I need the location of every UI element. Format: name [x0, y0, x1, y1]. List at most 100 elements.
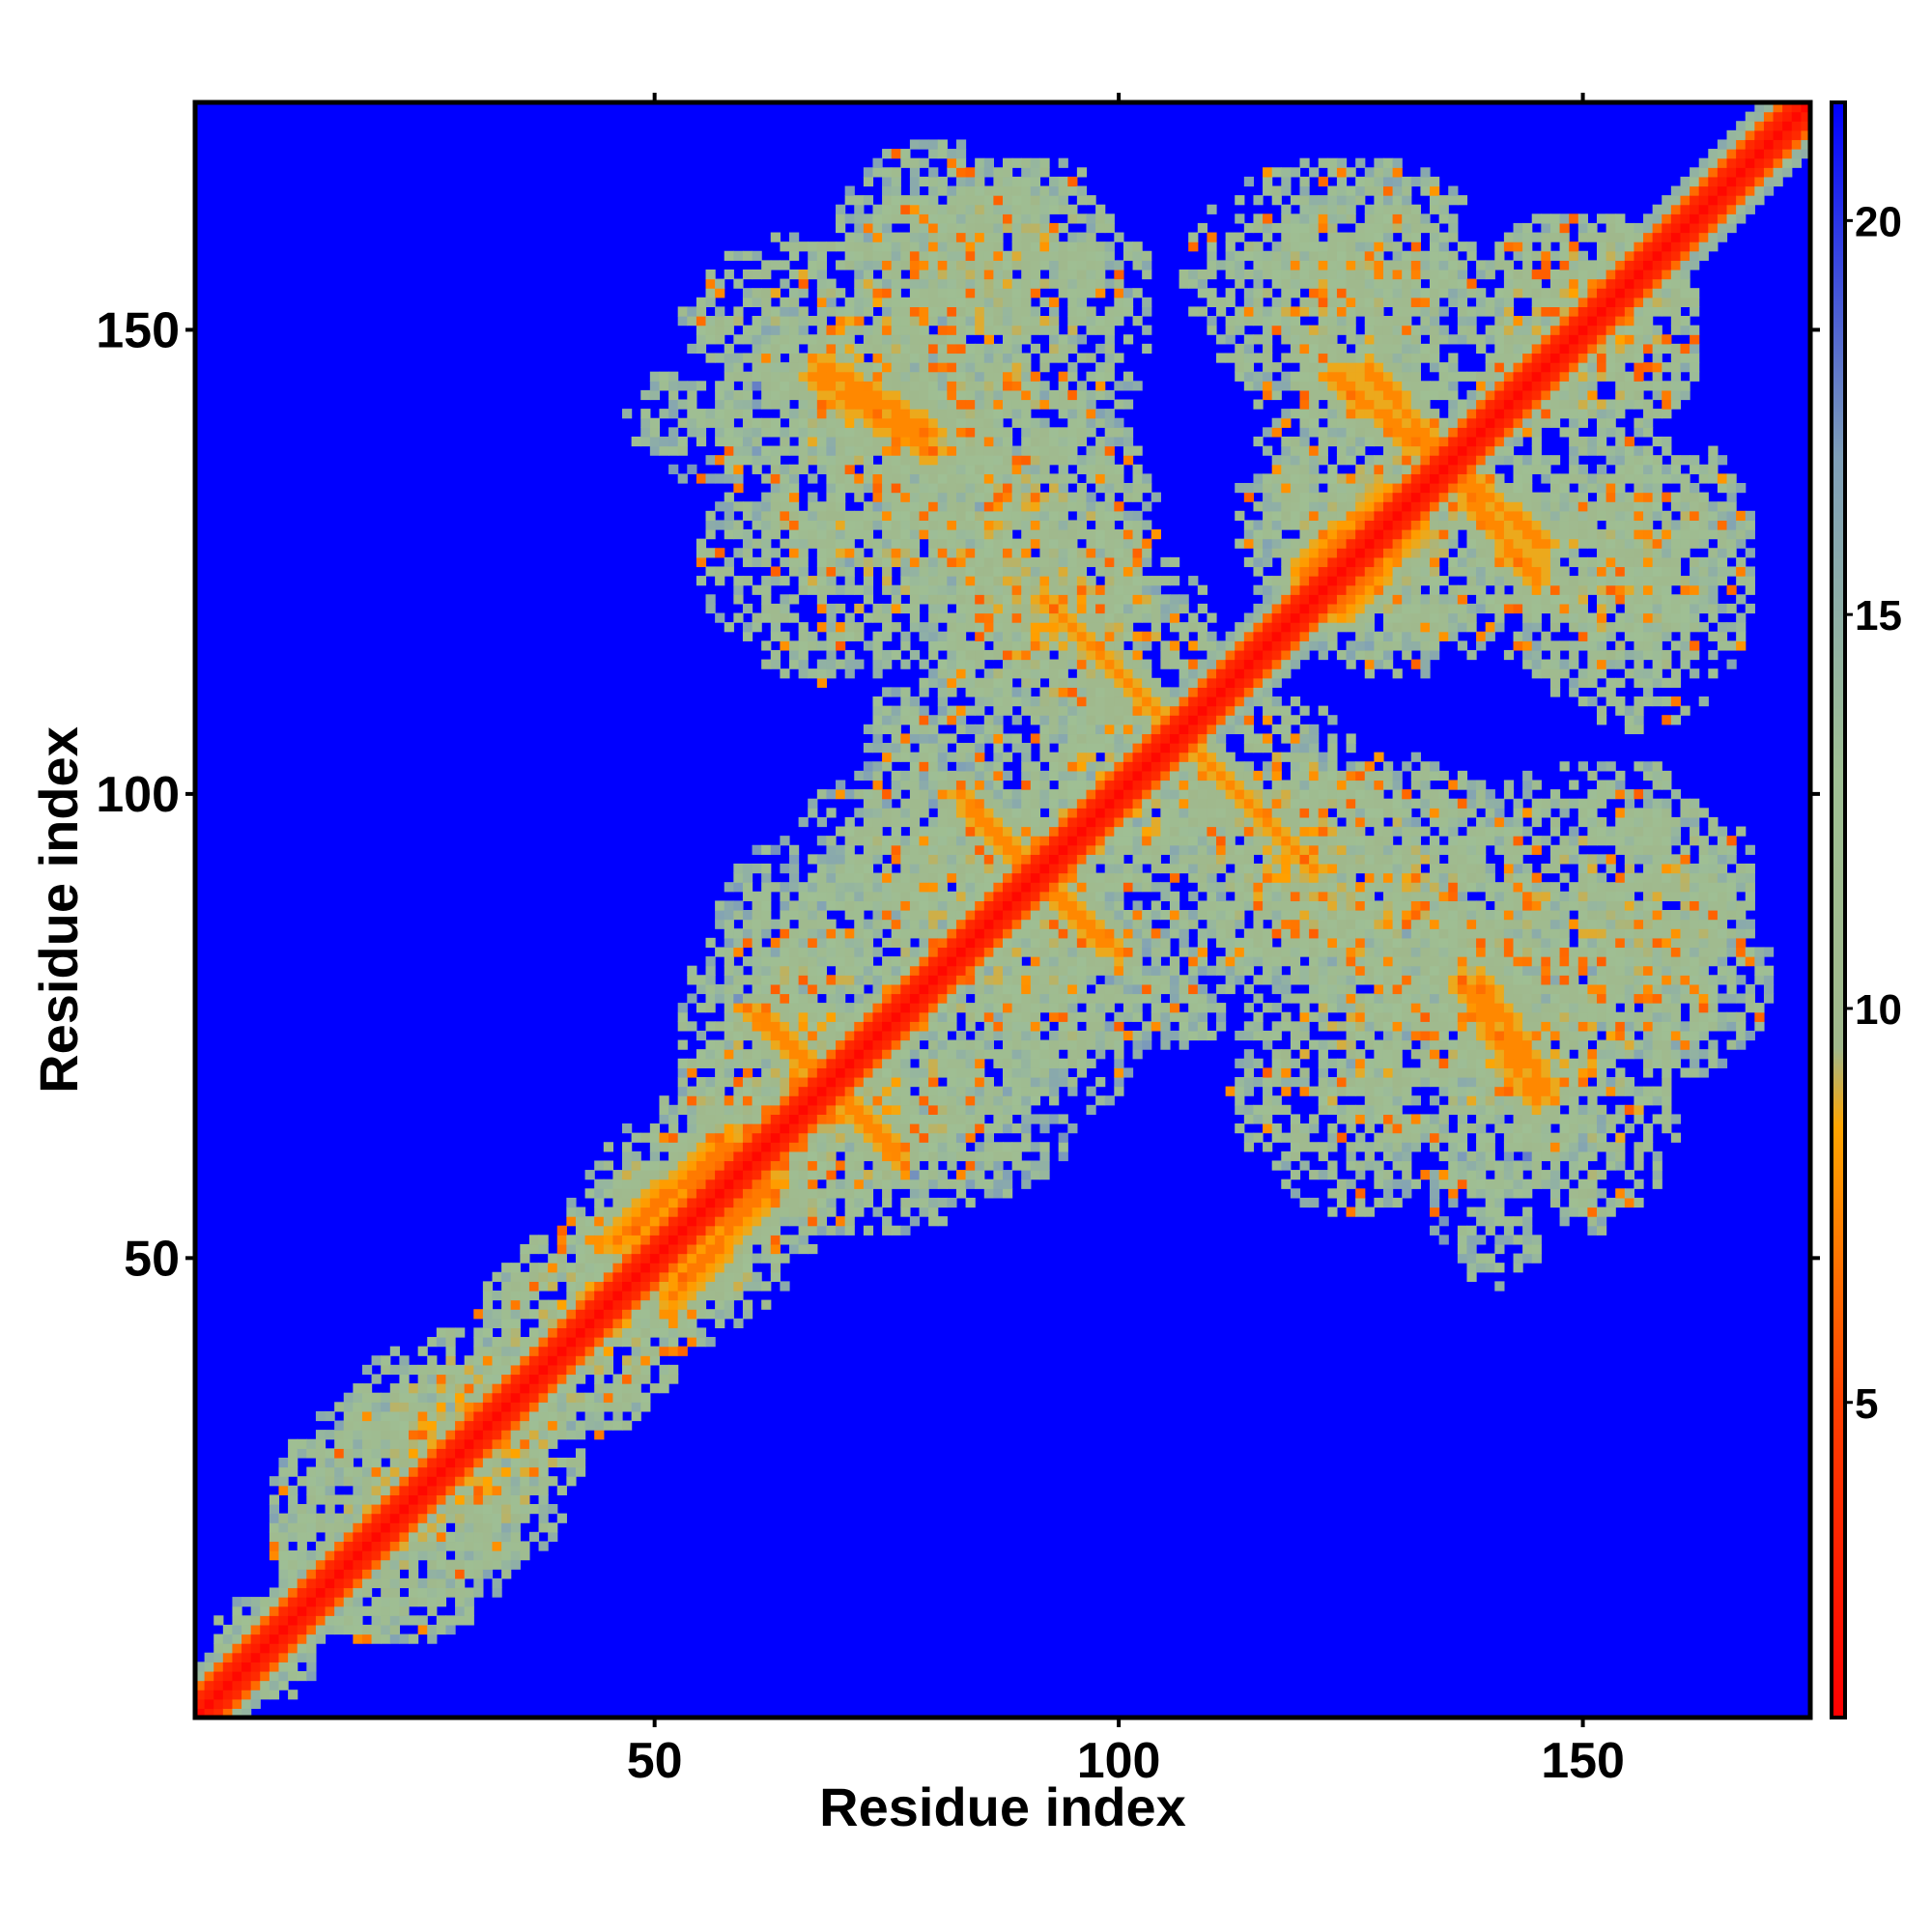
heatmap-cell: [482, 1559, 494, 1570]
heatmap-cell: [715, 1243, 725, 1255]
heatmap-cell: [1021, 362, 1032, 373]
heatmap-cell: [798, 640, 809, 651]
heatmap-cell: [993, 297, 1004, 307]
heatmap-cell: [1003, 1039, 1013, 1050]
heatmap-cell: [334, 1615, 345, 1626]
heatmap-cell: [854, 260, 865, 270]
heatmap-cell: [826, 1058, 837, 1068]
heatmap-cell: [278, 1466, 289, 1477]
heatmap-cell: [788, 975, 800, 985]
heatmap-cell: [715, 325, 725, 335]
heatmap-cell: [1049, 222, 1060, 234]
heatmap-cell: [455, 1457, 466, 1468]
heatmap-cell: [826, 445, 837, 456]
heatmap-cell: [306, 1531, 317, 1543]
heatmap-cell: [909, 538, 921, 549]
heatmap-cell: [993, 910, 1004, 921]
heatmap-cell: [844, 975, 855, 985]
heatmap-cell: [1067, 872, 1078, 883]
heatmap-cell: [269, 1531, 280, 1543]
heatmap-cell: [854, 529, 865, 540]
heatmap-cell: [891, 242, 901, 252]
heatmap-cell: [826, 556, 837, 568]
heatmap-cell: [891, 399, 901, 410]
heatmap-cell: [854, 631, 865, 641]
heatmap-cell: [955, 455, 967, 466]
heatmap-cell: [250, 1643, 261, 1654]
heatmap-cell: [928, 149, 939, 159]
heatmap-cell: [770, 1243, 781, 1255]
heatmap-cell: [770, 844, 781, 855]
heatmap-cell: [780, 603, 790, 614]
heatmap-cell: [965, 464, 976, 474]
heatmap-cell: [928, 584, 939, 595]
heatmap-cell: [436, 1374, 447, 1384]
heatmap-cell: [863, 1170, 874, 1180]
heatmap-cell: [677, 381, 688, 391]
heatmap-cell: [742, 436, 753, 447]
heatmap-cell: [798, 306, 809, 317]
heatmap-cell: [705, 316, 716, 327]
heatmap-cell: [260, 1670, 270, 1682]
heatmap-cell: [1011, 362, 1022, 373]
heatmap-cell: [891, 900, 901, 911]
heatmap-cell: [937, 510, 948, 522]
heatmap-cell: [417, 1448, 428, 1459]
heatmap-cell: [788, 872, 800, 883]
heatmap-cell: [705, 594, 716, 605]
heatmap-cell: [1030, 242, 1041, 252]
heatmap-cell: [603, 1235, 614, 1245]
heatmap-cell: [937, 576, 948, 586]
heatmap-cell: [1021, 306, 1032, 317]
heatmap-cell: [816, 297, 828, 307]
heatmap-cell: [353, 1569, 363, 1579]
heatmap-cell: [761, 900, 772, 911]
heatmap-cell: [1058, 798, 1068, 809]
heatmap-cell: [715, 1067, 725, 1078]
heatmap-cell: [1058, 1076, 1068, 1088]
heatmap-cell: [1030, 288, 1041, 298]
heatmap-cell: [816, 1021, 828, 1032]
heatmap-cell: [826, 501, 837, 512]
heatmap-cell: [808, 965, 818, 976]
heatmap-cell: [1049, 770, 1060, 781]
heatmap-cell: [622, 1197, 633, 1208]
heatmap-cell: [826, 659, 837, 669]
heatmap-cell: [882, 492, 893, 502]
heatmap-cell: [816, 1003, 828, 1013]
heatmap-cell: [965, 1197, 976, 1208]
heatmap-cell: [761, 325, 772, 335]
heatmap-cell: [1030, 269, 1041, 280]
heatmap-cell: [900, 242, 911, 252]
heatmap-cell: [353, 1605, 363, 1616]
heatmap-cell: [993, 928, 1004, 939]
heatmap-cell: [361, 1364, 373, 1376]
heatmap-cell: [808, 455, 818, 466]
heatmap-cell: [250, 1690, 261, 1700]
heatmap-cell: [937, 501, 948, 512]
heatmap-cell: [1039, 1123, 1050, 1134]
heatmap-cell: [1049, 548, 1060, 558]
heatmap-cell: [975, 278, 985, 289]
heatmap-cell: [381, 1569, 391, 1579]
heatmap-cell: [548, 1438, 558, 1449]
heatmap-cell: [752, 1142, 762, 1152]
heatmap-cell: [306, 1438, 317, 1449]
heatmap-cell: [1011, 928, 1022, 939]
heatmap-cell: [649, 417, 661, 428]
heatmap-cell: [937, 983, 948, 995]
heatmap-cell: [761, 603, 772, 614]
heatmap-cell: [612, 1253, 623, 1264]
heatmap-cell: [269, 1670, 280, 1682]
heatmap-cell: [788, 956, 800, 967]
heatmap-cell: [1039, 325, 1050, 335]
heatmap-cell: [733, 947, 744, 957]
heatmap-cell: [705, 1076, 716, 1088]
heatmap-cell: [955, 529, 967, 540]
heatmap-cell: [826, 288, 837, 298]
heatmap-cell: [872, 798, 883, 809]
heatmap-cell: [863, 1179, 874, 1189]
heatmap-cell: [975, 826, 985, 837]
heatmap-cell: [687, 1253, 697, 1264]
heatmap-cell: [900, 473, 911, 484]
